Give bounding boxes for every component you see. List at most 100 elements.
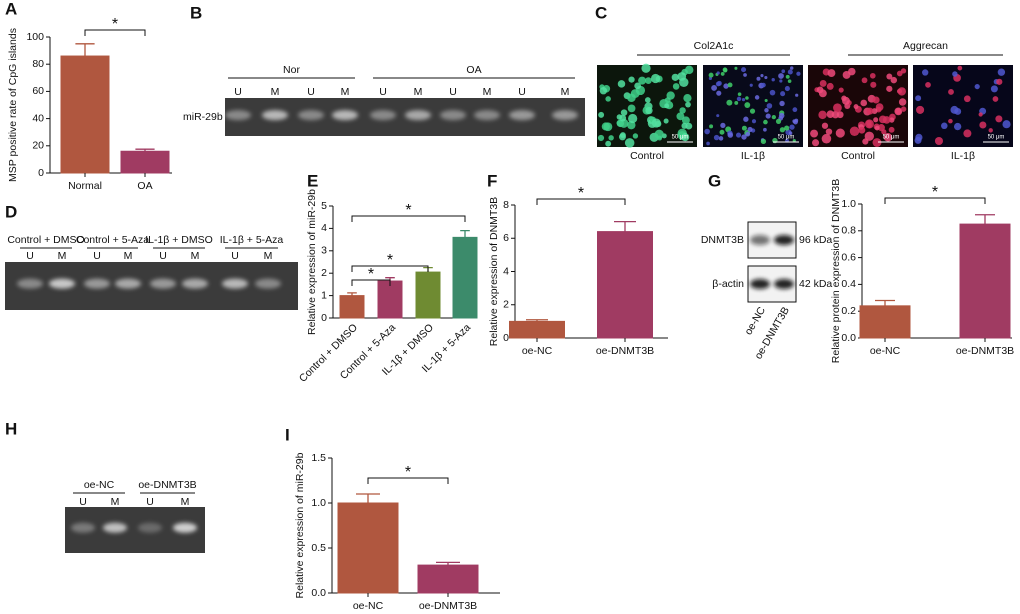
group-label: Aggrecan — [903, 40, 948, 52]
band-size: 42 kDa — [799, 278, 832, 290]
bar — [452, 236, 478, 319]
gel-band — [173, 522, 197, 533]
cell — [597, 134, 605, 142]
cell — [720, 122, 726, 129]
y-tick-label: 0.2 — [841, 305, 856, 317]
cell — [718, 136, 724, 141]
cell — [771, 78, 775, 82]
error-bar — [75, 43, 95, 57]
cell — [853, 104, 859, 110]
x-tick-label: Normal — [68, 180, 102, 192]
panel-letter: B — [190, 3, 202, 22]
significance-label: * — [112, 16, 118, 33]
cell — [819, 79, 827, 87]
cell — [810, 129, 819, 138]
lane-label: M — [181, 496, 190, 508]
blot-band — [774, 279, 794, 289]
cell — [789, 124, 795, 130]
cell — [866, 120, 872, 126]
cell — [995, 115, 1003, 123]
cell — [896, 70, 903, 77]
gel-band — [298, 110, 324, 121]
cell — [835, 128, 845, 138]
lane-label: U — [307, 86, 315, 98]
scale-bar-label: 50 μm — [672, 135, 689, 141]
gel-band — [49, 278, 75, 289]
cell — [666, 91, 675, 100]
bar — [859, 305, 911, 339]
cell — [881, 129, 887, 135]
y-tick-label: 0.8 — [841, 225, 856, 237]
lane-label: U — [379, 86, 387, 98]
gel-band — [262, 110, 288, 121]
cell — [671, 73, 679, 81]
gel-band — [115, 278, 141, 289]
cell — [766, 103, 773, 109]
cell — [599, 87, 608, 95]
cell — [1002, 120, 1011, 129]
lane-label: M — [414, 86, 423, 98]
cell — [745, 131, 751, 137]
y-axis-label: Relative expression of miR-29b — [294, 452, 306, 598]
cell — [711, 84, 717, 91]
cell — [743, 116, 749, 122]
error-bar — [875, 299, 895, 306]
cell — [778, 73, 784, 79]
cell — [624, 138, 635, 148]
panel-letter: C — [595, 3, 607, 22]
gel-band — [225, 110, 251, 121]
y-tick-label: 3 — [321, 245, 327, 257]
y-axis-label: Relative protein expression of DNMT3B — [830, 179, 842, 363]
cell — [875, 103, 884, 111]
cell — [763, 119, 768, 125]
cell — [978, 112, 983, 117]
bar — [339, 295, 365, 319]
cell — [948, 89, 954, 95]
cell — [948, 118, 953, 124]
cell — [608, 135, 614, 141]
cell — [644, 77, 652, 84]
y-tick-label: 0 — [38, 167, 44, 179]
panel-letter: D — [5, 202, 17, 221]
cell — [679, 107, 686, 114]
lane-label: M — [561, 86, 570, 98]
cell — [821, 133, 832, 144]
cell — [663, 118, 669, 124]
cell — [784, 125, 790, 131]
cell — [756, 76, 761, 81]
cell — [818, 110, 827, 120]
cell — [764, 75, 768, 80]
cell — [997, 68, 1006, 76]
cell — [869, 72, 876, 79]
cell — [628, 76, 635, 83]
bar — [337, 502, 399, 594]
cell — [741, 125, 747, 131]
row-label: miR-29b — [183, 111, 223, 123]
y-axis-label: Relative expression of DNMT3B — [488, 197, 500, 346]
cell — [874, 125, 880, 131]
cell — [792, 107, 798, 113]
cell — [792, 138, 796, 143]
cell — [974, 83, 980, 90]
group-label: OA — [466, 64, 481, 76]
cell — [826, 110, 835, 118]
cell — [735, 132, 742, 138]
lane-label: U — [159, 250, 167, 262]
cell — [894, 107, 903, 116]
y-tick-label: 0.6 — [841, 251, 856, 263]
gel-band — [71, 522, 95, 533]
bar — [959, 223, 1011, 339]
group-label: Control + DMSO — [7, 234, 84, 246]
image-label: IL-1β — [741, 150, 765, 162]
error-bar — [975, 214, 995, 225]
cell — [641, 63, 651, 73]
cell — [764, 98, 768, 103]
significance-bracket — [884, 197, 986, 204]
y-tick-label: 0.0 — [841, 332, 856, 344]
cell — [672, 83, 680, 90]
cell — [898, 98, 907, 106]
significance-label: * — [405, 202, 411, 219]
cell — [727, 82, 733, 88]
y-tick-label: 4 — [503, 265, 509, 277]
